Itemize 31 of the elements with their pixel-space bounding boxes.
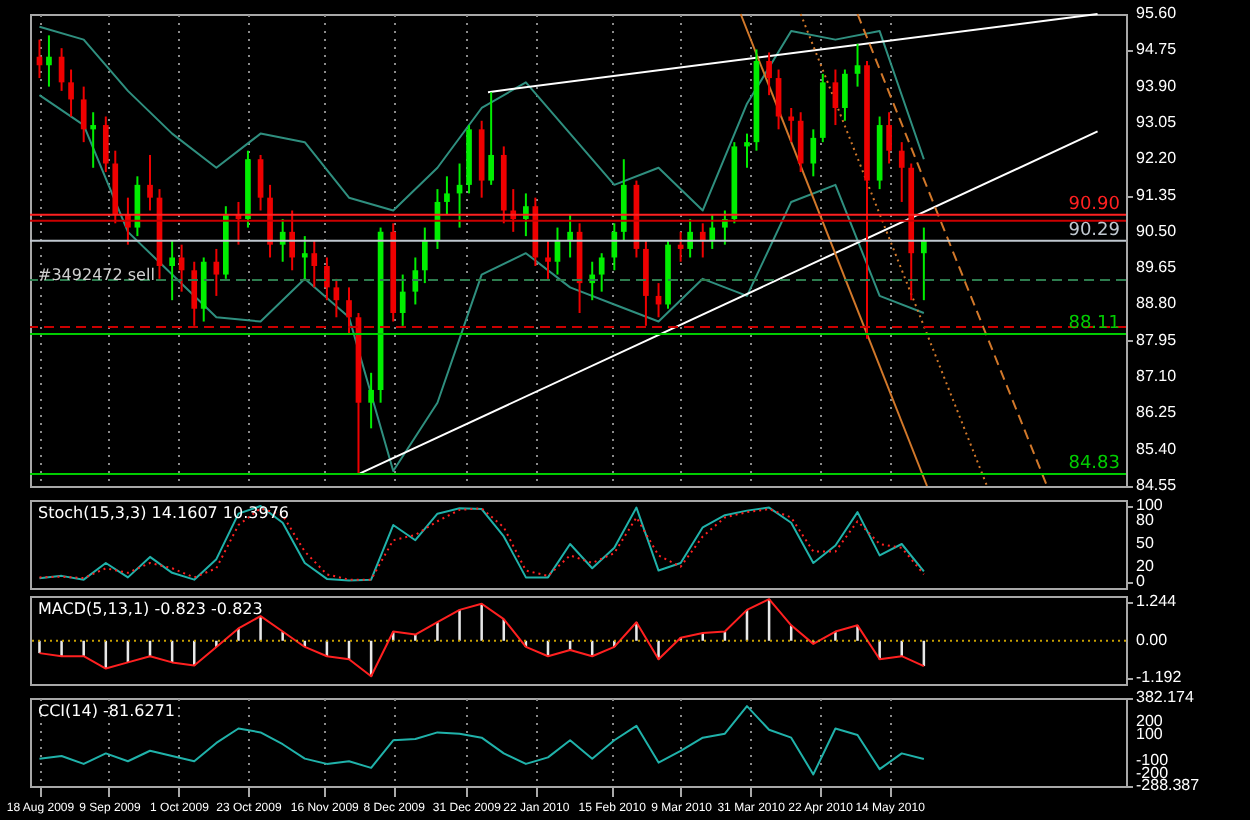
y-tick-label: 50: [1136, 534, 1155, 552]
y-tick-label: 0.00: [1136, 630, 1169, 649]
y-tick-label: 89.65: [1136, 258, 1178, 277]
y-tick-label: 87.95: [1136, 330, 1178, 349]
chart-title: MACD(5,13,1) -0.823 -0.823: [38, 600, 263, 618]
y-tick-label: 86.25: [1136, 403, 1178, 422]
y-tick-label: 382.174: [1136, 688, 1195, 706]
y-tick-label: 85.40: [1136, 439, 1178, 458]
y-tick-label: 0: [1136, 571, 1146, 590]
y-tick-label: 80: [1136, 511, 1155, 530]
y-tick-label: 94.75: [1136, 40, 1178, 59]
y-tick-label: 91.35: [1136, 185, 1178, 204]
y-tick-label: 88.80: [1136, 294, 1178, 313]
y-tick-label: 87.10: [1136, 367, 1178, 386]
ref-line-label: 90.90: [1068, 194, 1121, 215]
y-tick-label: 200: [1136, 711, 1164, 730]
y-tick-label: 100: [1136, 496, 1164, 515]
y-tick-label: 100: [1136, 725, 1164, 744]
y-tick-label: -1.192: [1136, 667, 1183, 686]
ref-line-label: 90.29: [1068, 220, 1121, 241]
y-tick-label: 90.50: [1136, 221, 1178, 240]
y-tick-label: 84.55: [1136, 476, 1178, 494]
y-tick-label: 93.90: [1136, 76, 1178, 95]
y-tick-label: 93.05: [1136, 112, 1178, 131]
ref-line-label: 84.83: [1068, 454, 1120, 475]
chart-title: CCI(14) -81.6271: [38, 702, 175, 720]
y-tick-label: 1.244: [1136, 592, 1178, 611]
y-tick-label: -288.387: [1136, 776, 1201, 794]
y-tick-label: 92.20: [1136, 149, 1178, 168]
y-tick-label: 20: [1136, 556, 1155, 575]
y-tick-label: 95.60: [1136, 4, 1178, 22]
